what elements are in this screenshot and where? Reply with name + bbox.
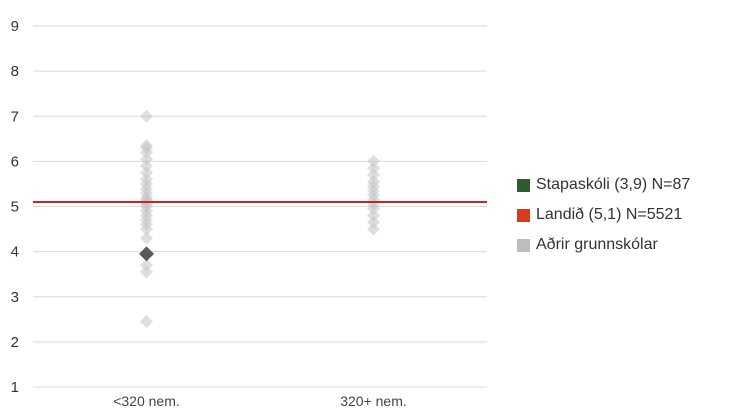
data-point-other-school (367, 161, 380, 175)
x-category-label: <320 nem. (113, 393, 180, 409)
data-point-other-school (140, 258, 153, 272)
gridlines (33, 25, 487, 388)
legend-swatch-adrir (517, 238, 530, 252)
legend-swatch-landid (517, 208, 530, 222)
data-point-other-school (367, 209, 380, 223)
highlight-points (139, 246, 154, 262)
legend: Stapaskóli (3,9) N=87 Landið (5,1) N=552… (517, 170, 690, 260)
y-tick-label: 3 (11, 289, 19, 306)
data-point-other-school (367, 175, 380, 189)
data-point-other-school (140, 159, 153, 173)
legend-label-landid: Landið (5,1) N=5521 (536, 206, 683, 223)
data-point-other-school (140, 152, 153, 166)
data-point-other-school (140, 139, 153, 153)
y-tick-label: 7 (11, 108, 19, 125)
legend-label-adrir: Aðrir grunnskólar (536, 236, 658, 253)
data-point-stapaskoli (139, 246, 154, 262)
y-tick-label: 2 (11, 334, 19, 351)
data-point-other-school (367, 215, 380, 229)
data-point-other-school (140, 231, 153, 245)
data-point-other-school (140, 109, 153, 123)
y-tick-label: 1 (11, 379, 19, 396)
data-point-other-school (367, 222, 380, 236)
data-point-other-school (140, 265, 153, 279)
x-axis-categories: <320 nem. 320+ nem. (113, 393, 407, 409)
legend-swatch-stapaskoli (517, 178, 530, 192)
data-point-other-school (367, 168, 380, 182)
y-tick-label: 5 (11, 199, 19, 216)
data-point-other-school (140, 315, 153, 329)
legend-label-stapaskoli: Stapaskóli (3,9) N=87 (536, 176, 691, 193)
y-tick-label: 4 (11, 244, 19, 261)
data-points (140, 109, 380, 329)
y-tick-label: 9 (11, 18, 19, 35)
y-tick-label: 6 (11, 153, 19, 170)
y-tick-label: 8 (11, 63, 19, 80)
legend-item-adrir: Aðrir grunnskólar (517, 230, 690, 260)
data-point-other-school (140, 172, 153, 186)
data-point-other-school (367, 154, 380, 168)
x-category-label: 320+ nem. (340, 393, 407, 409)
data-point-other-school (140, 166, 153, 180)
legend-item-landid: Landið (5,1) N=5521 (517, 200, 690, 230)
y-axis-ticks: 1 2 3 4 5 6 7 8 9 (11, 18, 19, 396)
legend-item-stapaskoli: Stapaskóli (3,9) N=87 (517, 170, 690, 200)
